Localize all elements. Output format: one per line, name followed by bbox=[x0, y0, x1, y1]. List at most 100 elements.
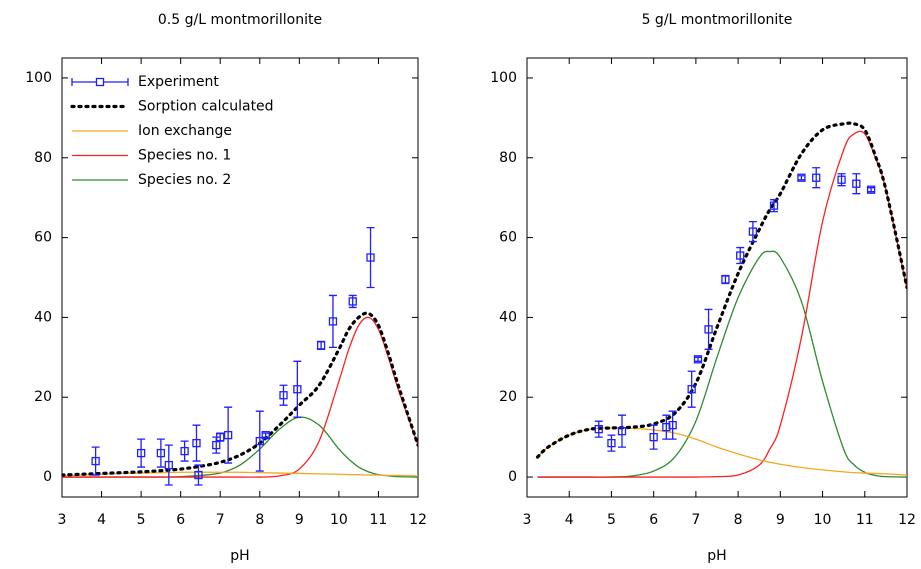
error-bar bbox=[255, 410, 264, 472]
x-tick-label: 8 bbox=[734, 512, 743, 528]
error-bar bbox=[348, 294, 357, 309]
error-bar bbox=[694, 356, 702, 362]
x-axis-label: pH bbox=[707, 548, 726, 564]
x-tick-label: 10 bbox=[330, 512, 348, 528]
x-tick-label: 11 bbox=[856, 512, 874, 528]
error-bar bbox=[668, 410, 677, 440]
error-bar bbox=[164, 444, 173, 486]
marker bbox=[156, 448, 166, 458]
x-tick-label: 8 bbox=[255, 512, 264, 528]
error-bar bbox=[721, 274, 730, 285]
line-solid bbox=[537, 427, 907, 476]
x-tick-label: 6 bbox=[176, 512, 185, 528]
plot-area bbox=[535, 121, 907, 478]
line-solid bbox=[62, 416, 418, 478]
error-bar bbox=[156, 438, 165, 468]
line-solid bbox=[537, 130, 907, 478]
y-tick-label: 0 bbox=[508, 469, 517, 485]
y-tick-label: 20 bbox=[499, 389, 517, 405]
x-tick-label: 7 bbox=[691, 512, 700, 528]
legend-label: Ion exchange bbox=[138, 123, 232, 139]
marker bbox=[192, 438, 201, 448]
error-bar bbox=[91, 446, 100, 476]
error-bar bbox=[687, 370, 696, 408]
marker bbox=[721, 275, 730, 284]
marker bbox=[366, 253, 375, 262]
error-bar bbox=[649, 424, 658, 450]
error-bar bbox=[328, 294, 337, 348]
y-tick-label: 40 bbox=[499, 309, 517, 325]
marker bbox=[687, 385, 696, 394]
x-tick-label: 5 bbox=[137, 512, 146, 528]
error-bar bbox=[812, 167, 821, 189]
marker bbox=[812, 173, 821, 182]
marker bbox=[704, 325, 713, 334]
marker bbox=[668, 421, 677, 430]
marker bbox=[194, 470, 203, 480]
x-tick-label: 7 bbox=[216, 512, 225, 528]
marker bbox=[649, 432, 658, 442]
line-dotted bbox=[535, 121, 907, 459]
y-tick-label: 0 bbox=[43, 469, 52, 485]
legend-swatch bbox=[95, 77, 105, 87]
legend-label: Species no. 2 bbox=[138, 172, 231, 188]
line-solid bbox=[537, 250, 907, 478]
marker bbox=[662, 423, 671, 432]
y-tick-label: 40 bbox=[34, 309, 52, 325]
error-bar bbox=[748, 220, 757, 243]
line-solid bbox=[62, 471, 418, 477]
y-tick-label: 100 bbox=[25, 70, 52, 86]
legend-label: Species no. 1 bbox=[138, 148, 231, 164]
error-bar bbox=[317, 340, 326, 350]
marker bbox=[136, 448, 146, 458]
error-bar bbox=[261, 432, 270, 438]
error-bar bbox=[293, 360, 302, 418]
error-bar bbox=[618, 414, 626, 448]
marker bbox=[736, 251, 745, 260]
marker bbox=[261, 430, 270, 440]
x-tick-label: 5 bbox=[607, 512, 616, 528]
y-tick-label: 80 bbox=[499, 150, 517, 166]
marker bbox=[748, 227, 758, 236]
marker bbox=[348, 297, 357, 306]
error-bar bbox=[736, 246, 745, 265]
marker bbox=[852, 179, 861, 188]
error-bar bbox=[797, 175, 806, 181]
chart-title: 0.5 g/L montmorillonite bbox=[158, 12, 322, 28]
marker bbox=[216, 432, 225, 442]
error-bar bbox=[867, 187, 876, 193]
x-tick-label: 6 bbox=[649, 512, 658, 528]
marker bbox=[316, 341, 326, 350]
marker bbox=[693, 355, 703, 364]
error-bar bbox=[837, 173, 846, 187]
marker bbox=[328, 317, 338, 326]
error-bar bbox=[137, 438, 146, 468]
x-tick-label: 12 bbox=[898, 512, 916, 528]
error-bar bbox=[279, 384, 288, 406]
marker bbox=[594, 425, 603, 434]
plot-frame bbox=[61, 57, 419, 498]
x-axis-label: pH bbox=[230, 548, 249, 564]
x-tick-label: 4 bbox=[565, 512, 574, 528]
marker bbox=[617, 426, 627, 436]
error-bar bbox=[180, 440, 189, 462]
plot-frame bbox=[526, 57, 908, 498]
x-tick-label: 3 bbox=[58, 512, 67, 528]
marker bbox=[797, 173, 806, 182]
marker bbox=[837, 175, 846, 184]
legend-label: Experiment bbox=[138, 74, 219, 90]
error-bar bbox=[594, 420, 603, 438]
y-tick-label: 60 bbox=[499, 230, 517, 246]
plot-area bbox=[62, 226, 418, 486]
marker bbox=[866, 185, 876, 194]
marker bbox=[180, 446, 189, 456]
x-tick-label: 11 bbox=[370, 512, 388, 528]
y-tick-label: 80 bbox=[34, 150, 52, 166]
x-tick-label: 9 bbox=[776, 512, 785, 528]
marker bbox=[91, 456, 100, 466]
error-bar bbox=[194, 464, 203, 486]
error-bar bbox=[607, 434, 616, 452]
marker bbox=[607, 438, 616, 448]
chart-title: 5 g/L montmorillonite bbox=[642, 12, 793, 28]
